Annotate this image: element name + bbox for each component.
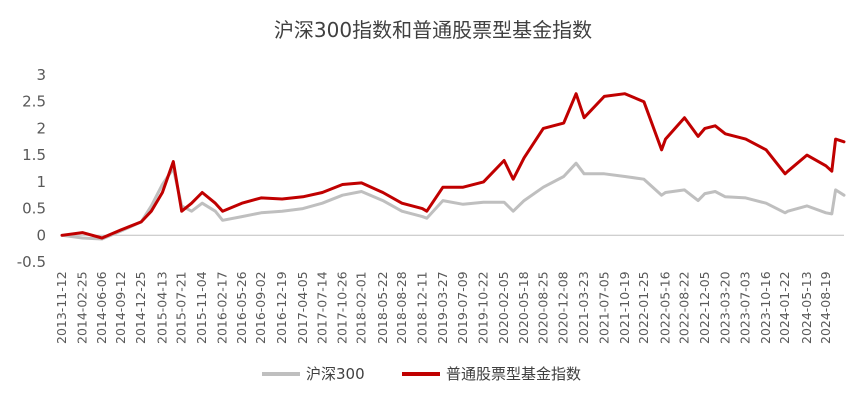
x-tick-label: 2014-02-25 [74, 271, 89, 344]
x-tick-label: 2017-10-26 [334, 271, 349, 344]
series-line-1 [60, 161, 846, 241]
x-tick-label: 2016-05-26 [234, 271, 249, 344]
x-tick-label: 2022-05-16 [657, 271, 672, 344]
x-tick-label: 2022-12-05 [697, 271, 712, 344]
x-tick-label: 2023-03-20 [717, 271, 732, 344]
y-tick-label: 1 [36, 173, 46, 191]
y-tick-label: 2 [36, 119, 46, 137]
x-tick-label: 2020-02-05 [496, 271, 511, 344]
x-tick-label: 2017-04-05 [295, 271, 310, 344]
y-tick-label: 0.5 [22, 200, 46, 218]
x-tick-label: 2014-06-06 [94, 271, 109, 344]
x-tick-label: 2024-01-22 [777, 271, 792, 344]
x-tick-label: 2015-04-13 [154, 271, 169, 344]
x-tick-label: 2021-07-05 [596, 271, 611, 344]
x-tick-label: 2022-01-25 [636, 271, 651, 344]
x-tick-label: 2014-09-12 [113, 271, 128, 344]
y-axis: 3 2.5 2 1.5 1 0.5 0 -0.5 [17, 66, 46, 271]
y-tick-label: -0.5 [17, 253, 46, 271]
x-tick-label: 2020-08-25 [535, 271, 550, 344]
x-tick-label: 2023-07-03 [738, 271, 753, 344]
y-tick-label: 0 [36, 226, 46, 244]
x-tick-label: 2018-05-22 [375, 271, 390, 344]
x-tick-label: 2022-08-22 [677, 271, 692, 344]
y-tick-label: 2.5 [22, 93, 46, 111]
x-tick-label: 2019-03-27 [435, 271, 450, 344]
y-tick-label: 1.5 [22, 146, 46, 164]
x-tick-label: 2017-07-14 [314, 271, 329, 344]
x-tick-label: 2016-09-02 [253, 271, 268, 344]
legend-label: 普通股票型基金指数 [446, 365, 581, 383]
x-tick-label: 2018-08-28 [394, 271, 409, 344]
y-tick-label: 3 [36, 66, 46, 84]
x-tick-label: 2018-02-01 [354, 271, 369, 344]
legend-label: 沪深300 [306, 365, 365, 383]
x-tick-label: 2016-02-17 [215, 271, 230, 344]
x-tick-label: 2015-11-04 [194, 271, 209, 344]
x-tick-label: 2021-03-23 [576, 271, 591, 344]
x-tick-label: 2015-07-21 [174, 271, 189, 344]
x-tick-label: 2014-12-25 [133, 271, 148, 344]
legend: 沪深300 普通股票型基金指数 [262, 365, 581, 383]
x-tick-label: 2024-05-13 [799, 271, 814, 344]
x-tick-label: 2019-07-09 [455, 271, 470, 344]
x-tick-label: 2024-08-19 [818, 271, 833, 344]
x-tick-label: 2018-12-11 [414, 271, 429, 344]
x-tick-label: 2023-10-16 [758, 271, 773, 344]
x-axis: 2013-11-12 2014-02-25 2014-06-06 2014-09-12… [54, 234, 844, 344]
x-tick-label: 2016-12-19 [274, 271, 289, 344]
series-lines [60, 92, 846, 241]
x-tick-label: 2019-10-22 [475, 271, 490, 344]
series-line-2 [60, 92, 846, 240]
x-tick-label: 2013-11-12 [54, 271, 69, 344]
x-tick-label: 2020-05-18 [516, 271, 531, 344]
chart-title: 沪深300指数和普通股票型基金指数 [273, 18, 593, 42]
x-tick-label: 2020-12-08 [556, 271, 571, 344]
x-tick-label: 2021-10-19 [617, 271, 632, 344]
